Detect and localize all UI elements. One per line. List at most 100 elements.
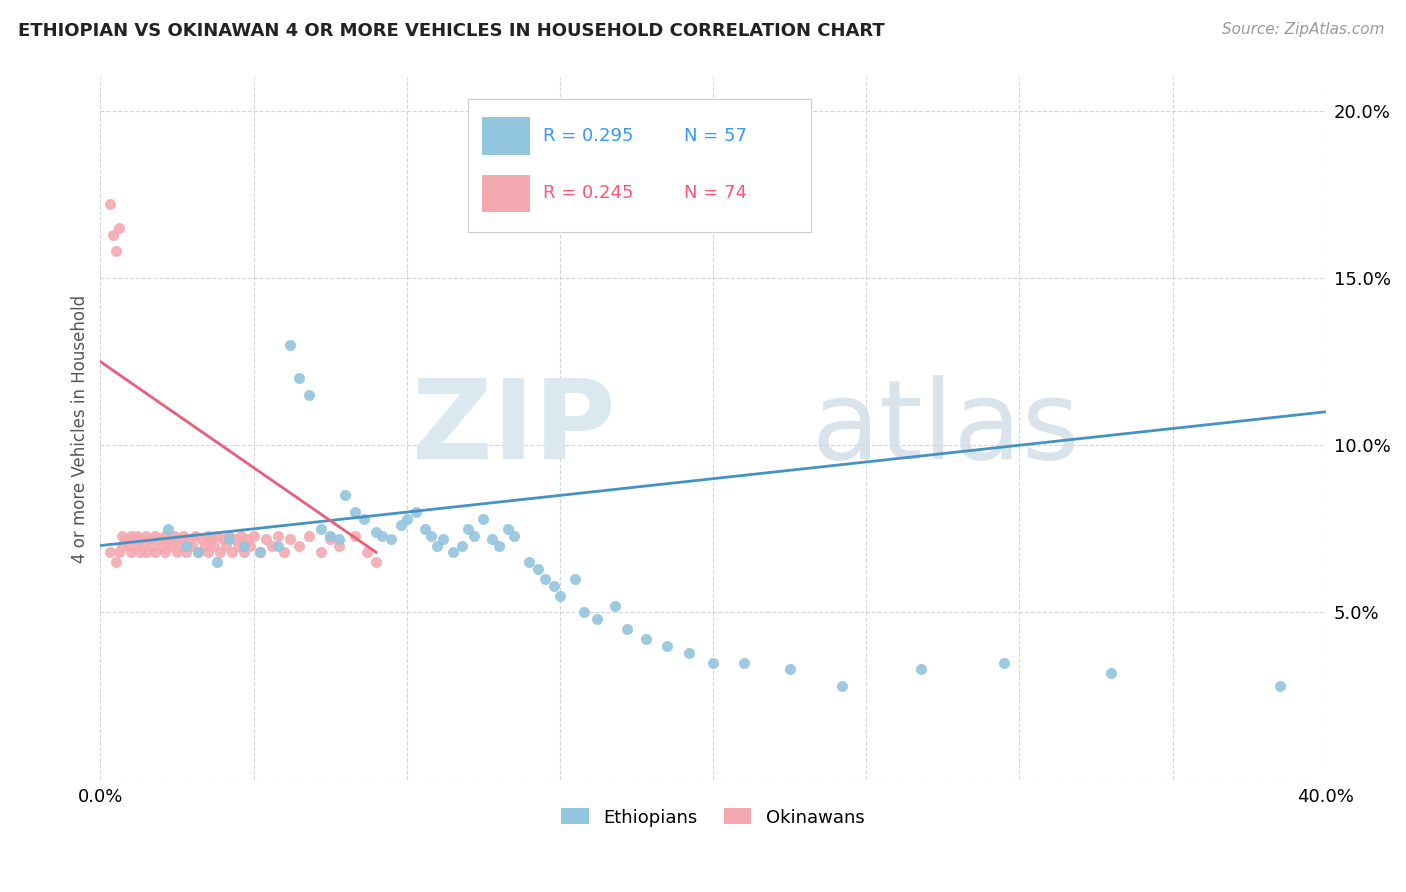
Point (166, 545, 188, 559)
Point (254, 532, 277, 546)
Point (135, 545, 157, 559)
Point (371, 528, 394, 542)
Point (496, 522, 519, 536)
Point (527, 562, 550, 576)
Point (389, 518, 412, 533)
Text: Source: ZipAtlas.com: Source: ZipAtlas.com (1222, 22, 1385, 37)
Point (98, 197, 121, 211)
Text: atlas: atlas (811, 375, 1080, 482)
Point (278, 532, 301, 546)
Point (420, 528, 443, 542)
Point (548, 589, 571, 603)
Point (156, 532, 179, 546)
Point (218, 528, 240, 542)
Point (212, 532, 235, 546)
Point (463, 528, 485, 542)
Point (215, 539, 238, 553)
Point (141, 539, 163, 553)
Point (120, 545, 142, 559)
Point (457, 522, 479, 536)
Point (481, 532, 503, 546)
Y-axis label: 4 or more Vehicles in Household: 4 or more Vehicles in Household (72, 294, 89, 563)
Point (202, 539, 225, 553)
Point (101, 227, 124, 242)
Point (208, 545, 231, 559)
Point (273, 545, 295, 559)
Point (395, 512, 418, 526)
Point (104, 555, 127, 569)
Point (249, 545, 271, 559)
Text: ETHIOPIAN VS OKINAWAN 4 OR MORE VEHICLES IN HOUSEHOLD CORRELATION CHART: ETHIOPIAN VS OKINAWAN 4 OR MORE VEHICLES… (18, 22, 884, 40)
Point (187, 545, 209, 559)
Point (190, 532, 212, 546)
Point (616, 622, 638, 636)
Point (309, 545, 332, 559)
Point (413, 522, 436, 536)
Point (166, 532, 188, 546)
Point (831, 679, 853, 693)
Point (503, 528, 526, 542)
Point (150, 539, 173, 553)
Point (132, 539, 155, 553)
Point (335, 488, 357, 502)
Point (380, 532, 402, 546)
Point (432, 532, 454, 546)
Point (488, 539, 510, 553)
Point (353, 512, 375, 526)
Point (107, 545, 129, 559)
Point (226, 539, 249, 553)
Point (343, 505, 366, 519)
Point (517, 555, 540, 569)
Point (298, 388, 321, 402)
Point (153, 545, 176, 559)
Point (603, 599, 626, 613)
Point (678, 646, 700, 660)
Point (236, 532, 259, 546)
Point (197, 545, 219, 559)
Point (104, 244, 127, 259)
Point (181, 539, 204, 553)
Point (426, 539, 449, 553)
Point (98, 545, 121, 559)
Point (156, 522, 179, 536)
Point (405, 505, 427, 519)
Point (221, 545, 243, 559)
Point (356, 545, 378, 559)
Point (309, 522, 332, 536)
Point (179, 532, 201, 546)
Point (200, 532, 222, 546)
Point (205, 555, 228, 569)
Point (114, 532, 136, 546)
Point (187, 545, 209, 559)
Point (328, 539, 350, 553)
Point (533, 572, 555, 586)
Point (205, 528, 228, 542)
Point (127, 539, 149, 553)
Point (174, 545, 197, 559)
Point (364, 555, 387, 569)
Point (197, 528, 219, 542)
Point (288, 539, 311, 553)
Point (172, 528, 194, 542)
Point (218, 532, 240, 546)
Point (260, 539, 283, 553)
Point (231, 528, 253, 542)
Point (145, 545, 167, 559)
Point (122, 532, 145, 546)
Point (135, 528, 157, 542)
Point (574, 606, 596, 620)
Point (993, 656, 1015, 670)
Point (779, 662, 801, 676)
Point (174, 539, 197, 553)
Point (193, 539, 215, 553)
Point (233, 539, 256, 553)
Point (319, 528, 342, 542)
Point (543, 579, 565, 593)
Point (634, 632, 657, 647)
Point (267, 539, 290, 553)
Point (163, 528, 186, 542)
Point (184, 528, 207, 542)
Point (655, 639, 678, 653)
Point (472, 512, 495, 526)
Point (148, 532, 170, 546)
